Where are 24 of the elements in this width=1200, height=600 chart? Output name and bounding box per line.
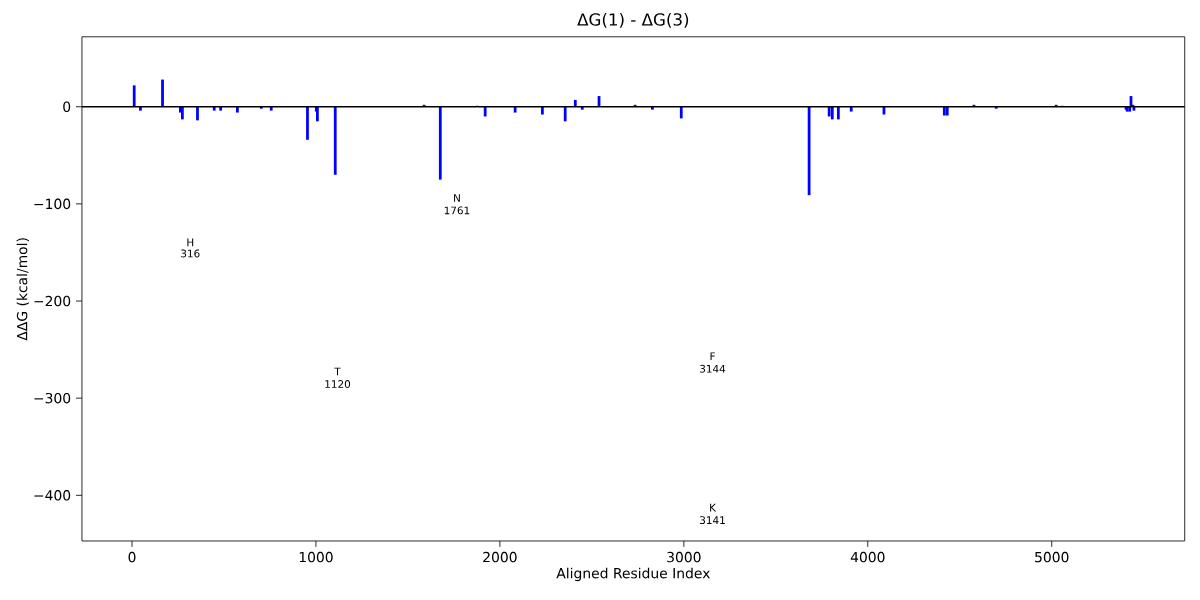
y-axis-title: ΔΔG (kcal/mol) (16, 238, 29, 341)
y-tick-label: −300 (34, 392, 71, 404)
annotation: F (710, 352, 715, 361)
x-axis-title: Aligned Residue Index (556, 567, 710, 582)
annotation: K (710, 503, 717, 512)
y-tick-label: −100 (34, 198, 71, 210)
y-tick-label: −200 (34, 295, 71, 307)
x-tick-label: 2000 (483, 551, 517, 563)
x-tick-label: 5000 (1035, 551, 1069, 563)
x-tick-label: 3000 (667, 551, 701, 563)
x-tick-label: 4000 (850, 551, 885, 563)
annotation: N (454, 194, 460, 202)
annotation: 3141 (700, 516, 725, 525)
y-tick-label: 0 (63, 101, 71, 112)
annotation: 1120 (325, 380, 351, 388)
chart-title: ΔG(1) - ΔG(3) (577, 12, 689, 28)
annotation: 316 (181, 249, 200, 258)
x-tick-label: 0 (128, 551, 136, 563)
annotation: 1761 (444, 206, 470, 215)
y-tick-label: −400 (34, 490, 71, 501)
annotation: H (187, 238, 194, 247)
x-tick-label: 1000 (299, 551, 333, 563)
annotation: T (334, 367, 341, 376)
annotation: 3144 (700, 364, 726, 373)
